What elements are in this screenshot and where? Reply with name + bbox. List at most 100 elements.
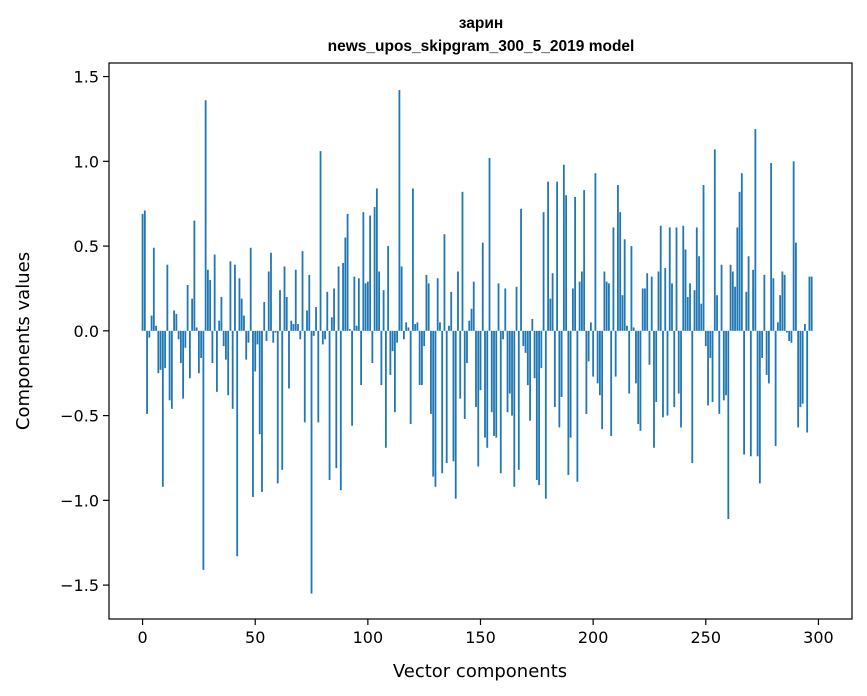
bar [168, 330, 171, 401]
bar [504, 288, 507, 331]
bar [391, 330, 394, 352]
bar [238, 278, 241, 331]
bar [161, 330, 164, 487]
bar [301, 251, 304, 331]
bar [605, 281, 608, 331]
bar [477, 330, 480, 467]
bar [553, 330, 556, 408]
bar [283, 266, 286, 331]
bar [707, 330, 709, 406]
bar [513, 330, 516, 487]
bar [549, 298, 552, 331]
bar [400, 266, 403, 331]
chart-title: зарин [459, 15, 503, 32]
bar [621, 295, 624, 331]
bar [578, 281, 581, 331]
bar [220, 296, 223, 331]
bar [623, 239, 626, 331]
bar [520, 208, 522, 331]
bar [364, 283, 367, 331]
x-axis-label: Vector components [393, 661, 567, 682]
bar [346, 213, 349, 331]
bar [405, 322, 408, 331]
bar [698, 256, 700, 331]
bar [157, 330, 160, 374]
bar [281, 330, 284, 470]
bar [249, 247, 252, 331]
bar [542, 212, 545, 331]
bar [531, 318, 534, 331]
bar [682, 225, 685, 331]
bar [720, 264, 723, 331]
bar [375, 188, 378, 331]
bar [373, 207, 376, 331]
bar [731, 271, 734, 331]
bar [535, 330, 538, 480]
bar [389, 330, 392, 375]
bar [261, 330, 263, 492]
bar [522, 330, 525, 347]
y-axis-label: Components values [13, 252, 34, 430]
bar [245, 330, 248, 360]
bar [256, 330, 259, 345]
bar [324, 330, 326, 340]
bar [713, 149, 716, 331]
bar [177, 330, 180, 340]
bar [209, 279, 212, 331]
bar [743, 330, 745, 455]
bar [200, 330, 203, 358]
bar [653, 330, 655, 448]
bar [806, 330, 809, 433]
bar [689, 283, 691, 331]
bar [202, 330, 205, 570]
bar [432, 330, 435, 477]
bar [675, 227, 678, 331]
bar [533, 330, 536, 379]
bar [175, 313, 178, 331]
bar [353, 276, 356, 331]
bar [628, 330, 631, 394]
bar [290, 320, 293, 331]
bar [366, 281, 369, 331]
bar [484, 330, 486, 438]
y-tick-label: 1.0 [74, 152, 99, 171]
bar [457, 271, 459, 331]
bar [393, 330, 396, 413]
x-tick-label: 0 [137, 628, 147, 647]
bar [436, 278, 439, 331]
bar [779, 295, 782, 331]
bar [418, 330, 421, 386]
bar [502, 330, 504, 340]
bar [695, 227, 698, 331]
bar [617, 185, 619, 331]
bar [686, 296, 689, 331]
bar [335, 330, 338, 469]
bar [321, 330, 324, 345]
bar [808, 276, 811, 331]
bar [155, 325, 157, 331]
bar [369, 215, 372, 331]
bar [508, 330, 511, 394]
bar [671, 283, 673, 331]
bar [315, 307, 317, 331]
bar [344, 237, 347, 331]
bar [709, 330, 712, 358]
bar [668, 227, 671, 331]
bar [292, 324, 295, 331]
bar [211, 330, 214, 364]
bar [326, 291, 329, 331]
bar [693, 290, 696, 331]
bar [700, 303, 703, 331]
bar [193, 220, 196, 331]
y-tick-label: −1.5 [60, 576, 99, 595]
bar [576, 330, 579, 482]
bar [270, 252, 272, 331]
bar [427, 283, 430, 331]
bar [360, 330, 362, 386]
bar [207, 269, 209, 331]
bar [141, 213, 144, 331]
bar [425, 274, 428, 331]
bar [173, 310, 176, 331]
bar [801, 330, 804, 404]
bar [463, 330, 466, 419]
